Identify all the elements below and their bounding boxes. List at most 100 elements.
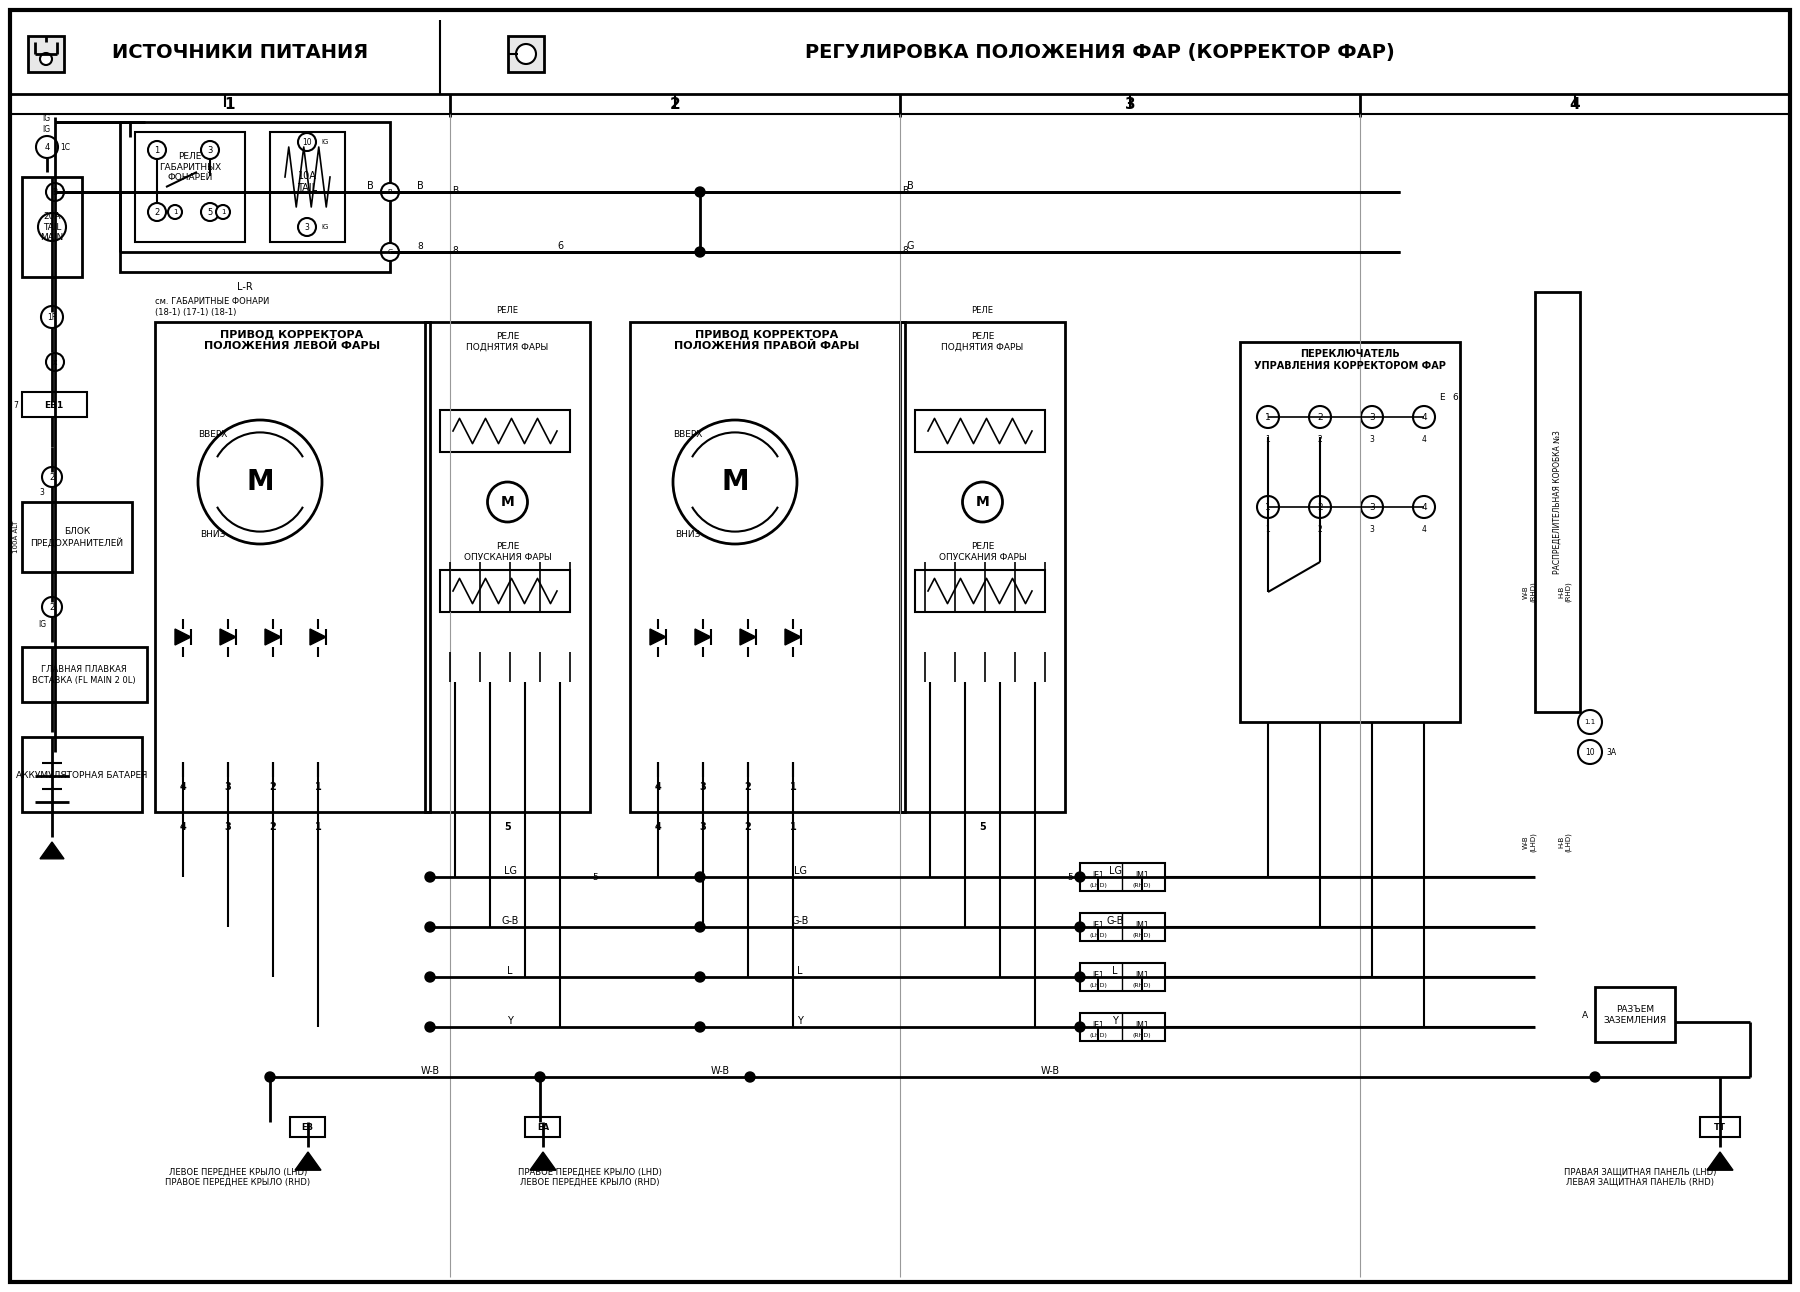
Text: РЕЛЕ
ОПУСКАНИЯ ФАРЫ: РЕЛЕ ОПУСКАНИЯ ФАРЫ [938, 543, 1026, 562]
Circle shape [695, 187, 706, 196]
Text: 3: 3 [1370, 525, 1375, 534]
Circle shape [1589, 1072, 1600, 1081]
Circle shape [1361, 406, 1382, 428]
Bar [270, 132, 346, 242]
Polygon shape [295, 1152, 320, 1171]
Polygon shape [310, 629, 326, 645]
Text: 20А
TAIL
MAIN: 20А TAIL MAIN [40, 212, 63, 242]
Text: ИСТОЧНИКИ ПИТАНИЯ: ИСТОЧНИКИ ПИТАНИЯ [112, 43, 367, 62]
Text: E: E [1440, 393, 1445, 402]
Text: 6: 6 [1453, 393, 1458, 402]
Polygon shape [785, 629, 801, 645]
Text: (LHD): (LHD) [1089, 1034, 1107, 1039]
Text: БЛОК
ПРЕДОХРАНИТЕЛЕЙ: БЛОК ПРЕДОХРАНИТЕЛЕЙ [31, 527, 124, 548]
Bar [425, 322, 590, 811]
Bar [1080, 1013, 1165, 1041]
Text: ГЛАВНАЯ ПЛАВКАЯ
ВСТАВКА (FL MAIN 2 0L): ГЛАВНАЯ ПЛАВКАЯ ВСТАВКА (FL MAIN 2 0L) [32, 665, 135, 685]
Bar [439, 570, 571, 612]
Text: 4: 4 [180, 822, 187, 832]
Text: 2: 2 [155, 208, 160, 217]
Circle shape [47, 353, 65, 371]
Text: 2: 2 [1318, 434, 1323, 443]
Text: 4: 4 [180, 782, 187, 792]
Circle shape [1309, 496, 1330, 518]
Text: 2: 2 [49, 473, 54, 482]
Text: 1: 1 [790, 822, 796, 832]
Bar [155, 322, 430, 811]
Text: LG: LG [794, 866, 806, 876]
Polygon shape [265, 629, 281, 645]
Circle shape [202, 203, 220, 221]
Text: 3: 3 [1370, 434, 1375, 443]
Text: 10: 10 [302, 137, 311, 146]
Bar [439, 410, 571, 452]
Circle shape [1413, 496, 1435, 518]
Circle shape [216, 205, 230, 220]
Circle shape [299, 133, 317, 151]
Text: ПРИВОД КОРРЕКТОРА
ПОЛОЖЕНИЯ ЛЕВОЙ ФАРЫ: ПРИВОД КОРРЕКТОРА ПОЛОЖЕНИЯ ЛЕВОЙ ФАРЫ [203, 329, 380, 351]
Circle shape [382, 183, 400, 202]
Text: 4: 4 [655, 782, 661, 792]
Circle shape [40, 53, 52, 65]
Polygon shape [1706, 1152, 1733, 1171]
Text: 6: 6 [556, 242, 563, 251]
Text: РЕГУЛИРОВКА ПОЛОЖЕНИЯ ФАР (КОРРЕКТОР ФАР): РЕГУЛИРОВКА ПОЛОЖЕНИЯ ФАР (КОРРЕКТОР ФАР… [805, 43, 1395, 62]
Circle shape [202, 141, 220, 159]
Polygon shape [650, 629, 666, 645]
Text: 5: 5 [504, 822, 511, 832]
Circle shape [695, 1022, 706, 1032]
Text: 2: 2 [670, 97, 680, 111]
Circle shape [36, 136, 58, 158]
Text: G: G [387, 249, 392, 255]
Text: M: M [500, 495, 515, 509]
Text: W-B: W-B [1040, 1066, 1060, 1076]
Text: 1: 1 [1265, 434, 1271, 443]
Bar [135, 132, 245, 242]
Text: H-B
(RHD): H-B (RHD) [1559, 581, 1571, 602]
Circle shape [695, 247, 706, 257]
Text: (LHD): (LHD) [1089, 884, 1107, 889]
Circle shape [38, 213, 67, 242]
Text: Y: Y [797, 1016, 803, 1026]
Text: IG
IG: IG IG [41, 114, 50, 133]
Text: ПРАВАЯ ЗАЩИТНАЯ ПАНЕЛЬ (LHD)
ЛЕВАЯ ЗАЩИТНАЯ ПАНЕЛЬ (RHD): ПРАВАЯ ЗАЩИТНАЯ ПАНЕЛЬ (LHD) ЛЕВАЯ ЗАЩИТ… [1564, 1167, 1715, 1186]
Circle shape [1075, 1022, 1085, 1032]
Bar [22, 736, 142, 811]
Circle shape [1075, 972, 1085, 982]
Text: G-B: G-B [792, 916, 808, 926]
Circle shape [1579, 740, 1602, 764]
Text: G: G [905, 242, 914, 251]
Bar [121, 121, 391, 273]
Text: x: x [52, 358, 58, 367]
Text: 8: 8 [418, 242, 423, 251]
Circle shape [1256, 496, 1280, 518]
Bar [1080, 963, 1165, 991]
Text: 2: 2 [49, 602, 54, 611]
Text: 3: 3 [1370, 412, 1375, 421]
Text: W-B: W-B [711, 1066, 729, 1076]
Text: IE1: IE1 [1093, 920, 1103, 929]
Text: B: B [452, 186, 457, 195]
Text: 3: 3 [207, 146, 212, 155]
Text: Y: Y [1112, 1016, 1118, 1026]
Text: W-B: W-B [421, 1066, 439, 1076]
Text: 1C: 1C [59, 142, 70, 151]
Text: EB: EB [301, 1123, 313, 1132]
Text: W-B
(LHD): W-B (LHD) [1523, 832, 1537, 851]
Text: (RHD): (RHD) [1132, 1034, 1152, 1039]
Polygon shape [40, 842, 65, 859]
Bar [29, 36, 65, 72]
Text: IM1: IM1 [1136, 871, 1148, 880]
Circle shape [41, 306, 63, 328]
Text: 2: 2 [745, 782, 751, 792]
Polygon shape [529, 1152, 556, 1171]
Text: B: B [52, 187, 58, 196]
Text: M: M [976, 495, 990, 509]
Text: B: B [907, 181, 913, 191]
Circle shape [265, 1072, 275, 1081]
Text: 4: 4 [1422, 412, 1427, 421]
Text: ВНИЗ: ВНИЗ [675, 530, 700, 539]
Text: EB1: EB1 [45, 401, 63, 410]
Circle shape [745, 1072, 754, 1081]
Text: 4: 4 [1422, 525, 1426, 534]
